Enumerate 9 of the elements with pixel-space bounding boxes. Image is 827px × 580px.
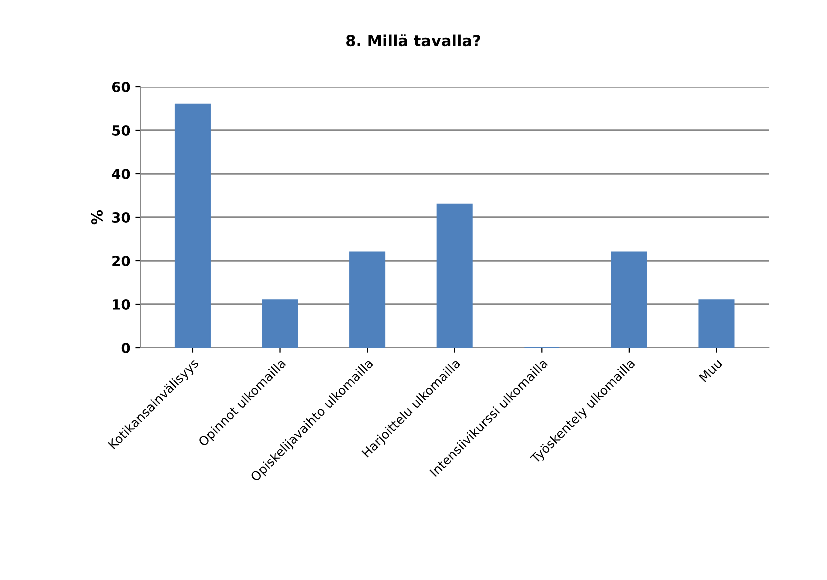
y-tick-label: 40 [112, 168, 130, 180]
y-tick-label: 0 [122, 342, 130, 354]
y-tick-label: 30 [112, 212, 130, 223]
y-tick-label: 20 [112, 256, 130, 266]
y-tick-label: 60 [112, 82, 130, 92]
y-tick-label: 50 [112, 125, 130, 136]
y-tick-label: 10 [113, 299, 130, 310]
y-axis-title: % [91, 210, 104, 225]
chart-title: 8. Millä tavalla? [346, 34, 480, 47]
